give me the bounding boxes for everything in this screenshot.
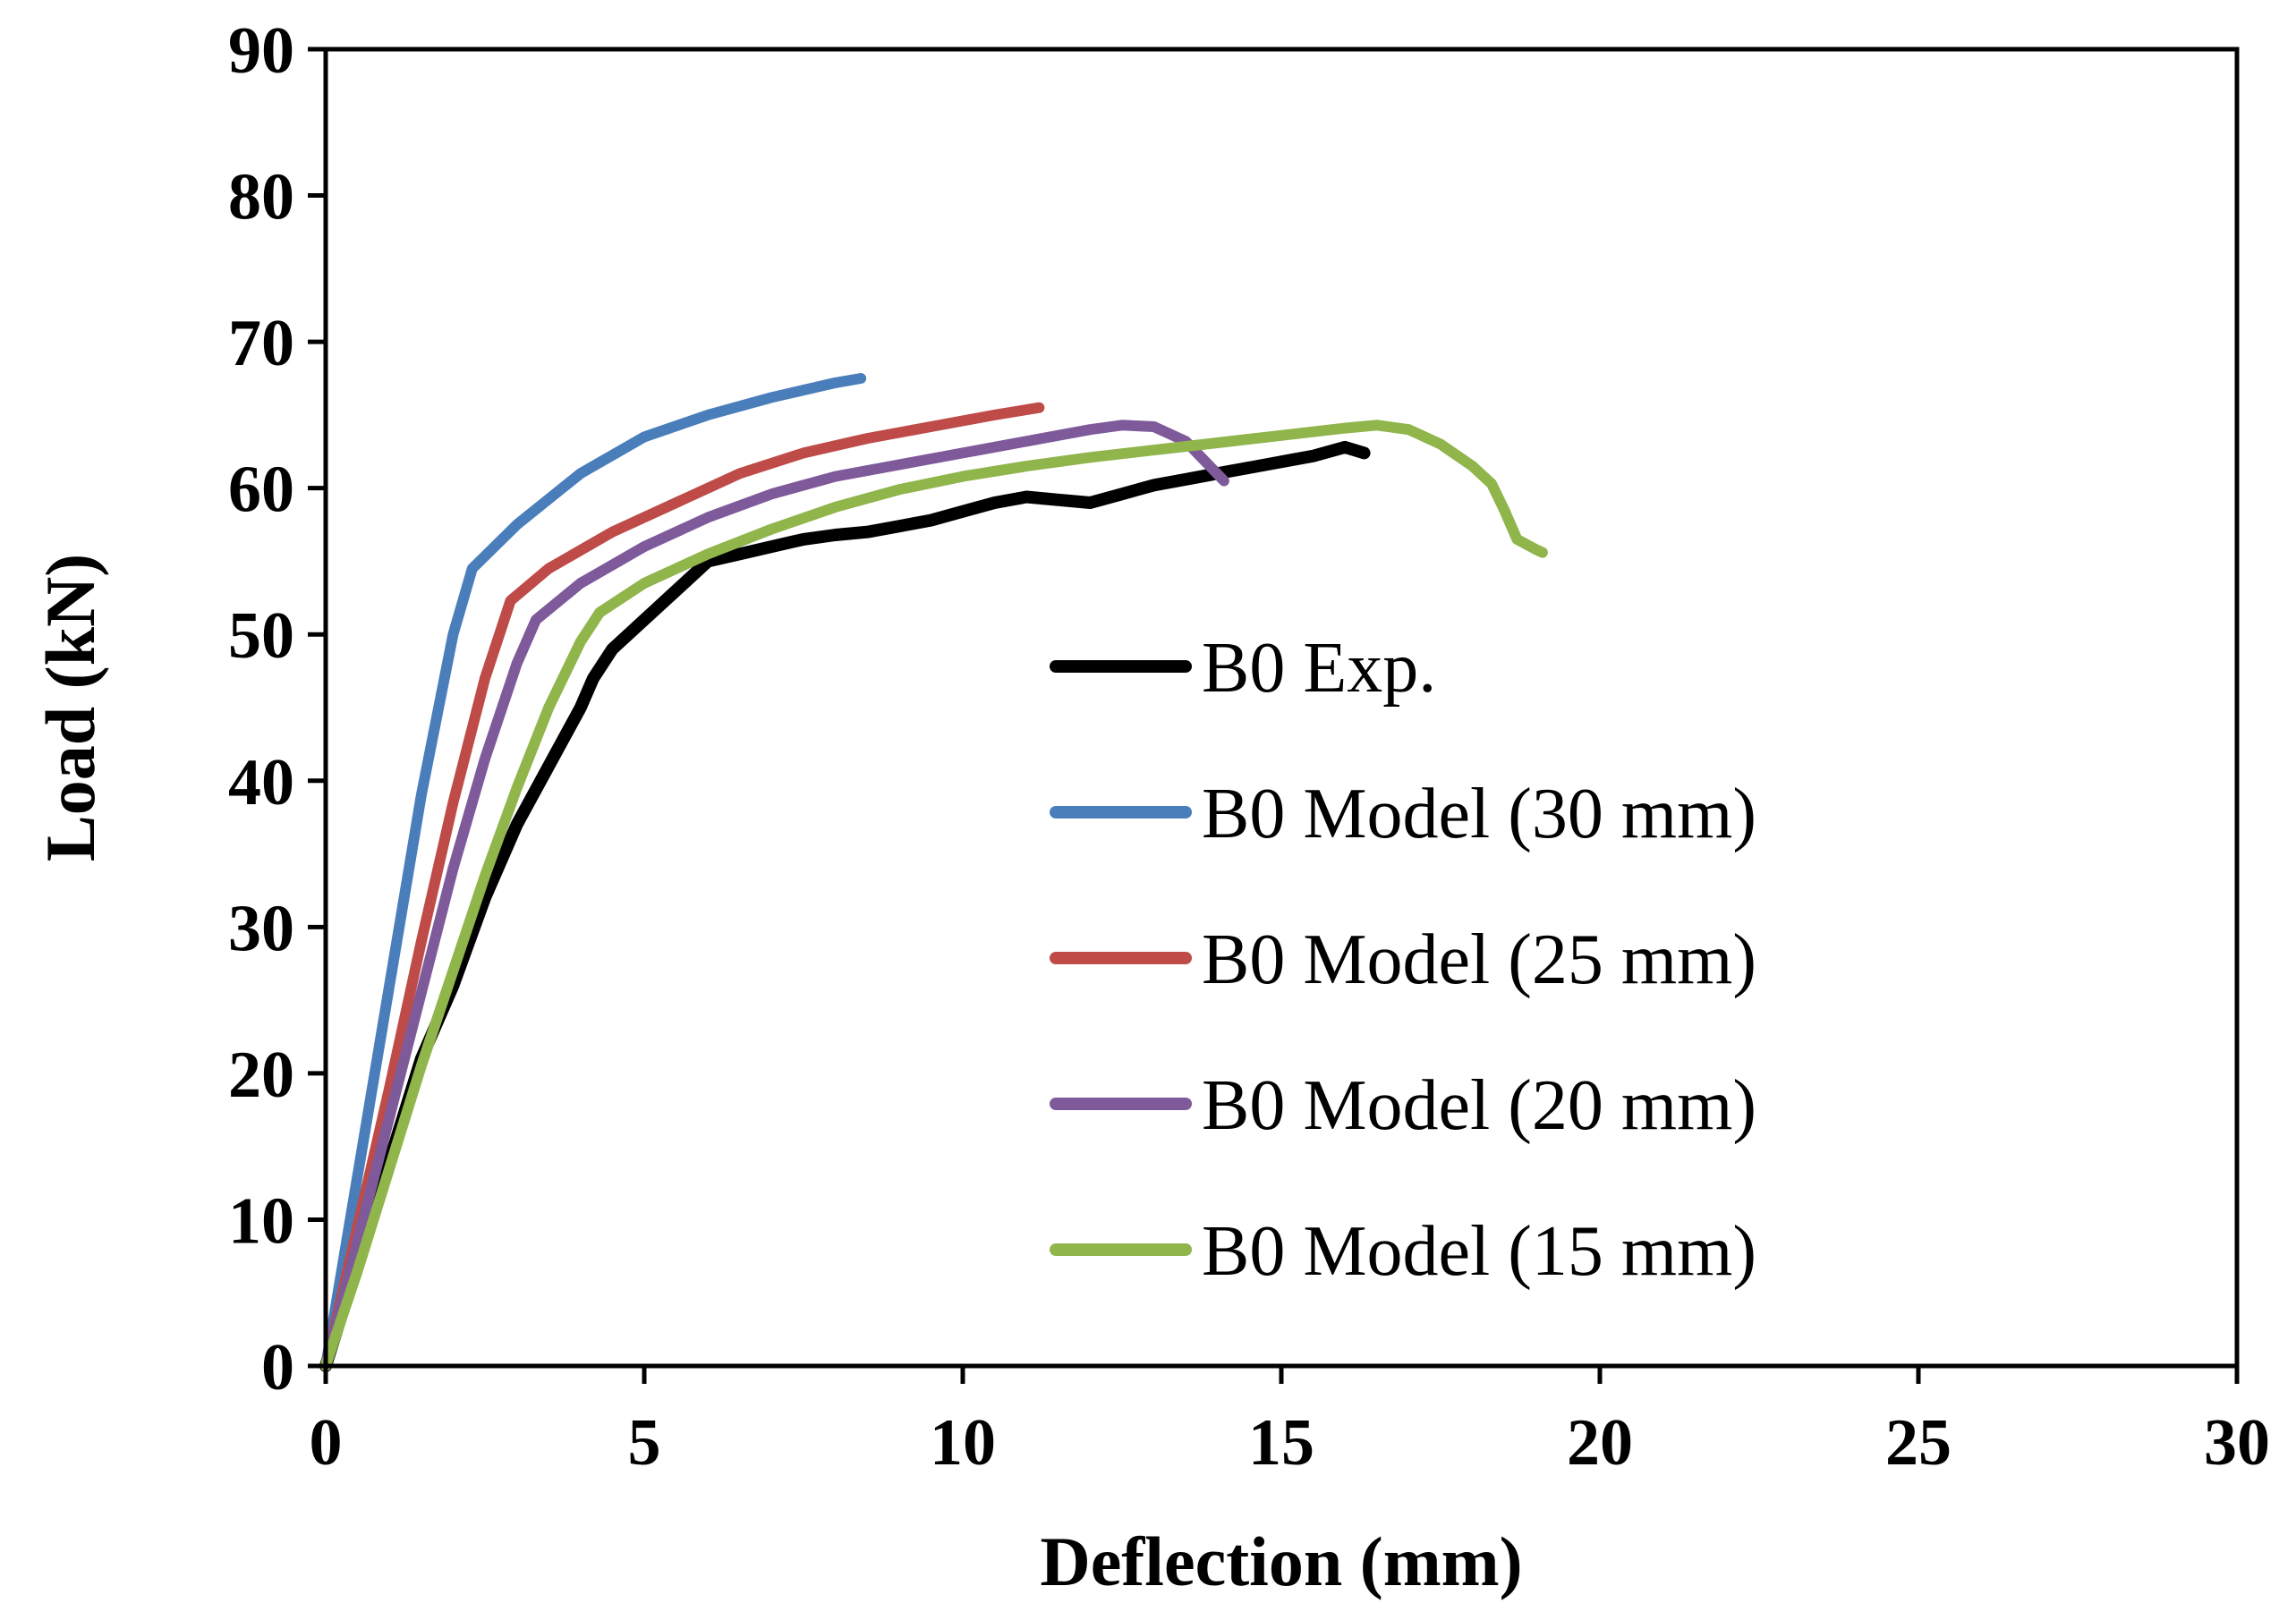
x-tick-label: 30 xyxy=(2204,1406,2270,1480)
series-line-b0-model-3 xyxy=(320,420,1229,1371)
x-tick-label: 5 xyxy=(628,1406,661,1480)
x-axis-title: Deflection (mm) xyxy=(1040,1522,1522,1600)
legend-label: B0 Model (25 mm) xyxy=(1202,920,1756,999)
series-layer xyxy=(319,373,1548,1372)
x-tick-label: 20 xyxy=(1567,1406,1633,1480)
y-tick-label: 80 xyxy=(228,161,294,234)
x-tick-label: 25 xyxy=(1885,1406,1952,1480)
legend-item: B0 Model (15 mm) xyxy=(1050,1212,1756,1291)
series-line-b0-model-4 xyxy=(320,420,1548,1371)
legend-label: B0 Model (30 mm) xyxy=(1202,775,1756,853)
y-tick-label: 20 xyxy=(228,1039,294,1112)
y-tick-label: 60 xyxy=(228,454,294,527)
y-tick-label: 90 xyxy=(228,14,294,88)
legend-item: B0 Model (20 mm) xyxy=(1050,1066,1756,1145)
legend-item: B0 Model (30 mm) xyxy=(1050,775,1756,853)
x-tick-label: 10 xyxy=(930,1406,996,1480)
series-line-b0-exp xyxy=(319,440,1371,1372)
y-tick-label: 0 xyxy=(261,1331,294,1404)
legend-item: B0 Model (25 mm) xyxy=(1050,920,1756,999)
axes-layer: 0 5 10 15 20 25 30 0 10 20 30 40 50 60 70 80 90 xyxy=(228,14,2270,1480)
series-line-b0-model-2 xyxy=(320,402,1045,1371)
y-tick-label: 10 xyxy=(228,1184,294,1258)
x-tick-label: 0 xyxy=(310,1406,343,1480)
y-tick-label: 50 xyxy=(228,599,294,673)
legend: B0 Exp. B0 Model (30 mm) B0 Model (25 mm) B… xyxy=(1050,629,1756,1291)
y-tick-label: 70 xyxy=(228,307,294,380)
series-line-b0-model-1 xyxy=(320,373,867,1371)
legend-label: B0 Exp. xyxy=(1202,629,1436,708)
y-tick-label: 30 xyxy=(228,892,294,965)
y-axis-title: Load (kN) xyxy=(31,554,109,862)
legend-label: B0 Model (15 mm) xyxy=(1202,1212,1756,1291)
legend-item: B0 Exp. xyxy=(1050,629,1436,708)
legend-label: B0 Model (20 mm) xyxy=(1202,1066,1756,1145)
y-tick-label: 40 xyxy=(228,746,294,819)
x-tick-label: 15 xyxy=(1248,1406,1314,1480)
